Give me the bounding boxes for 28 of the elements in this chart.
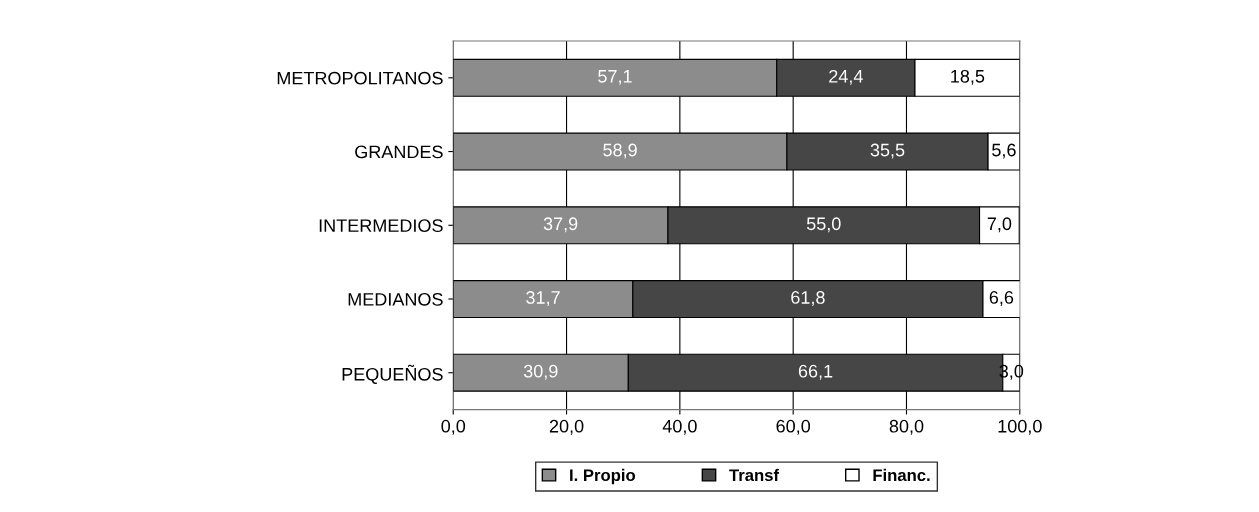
data-label: 37,9 — [543, 217, 578, 233]
y-tick-label: PEQUEÑOS — [342, 364, 443, 384]
x-tick-label: 20,0 — [549, 419, 584, 435]
data-label: 57,1 — [598, 70, 632, 85]
data-label: 5,6 — [992, 143, 1016, 159]
data-label: 6,6 — [989, 291, 1014, 306]
data-label: 35,5 — [870, 143, 905, 159]
x-tick-label: 60,0 — [776, 419, 811, 435]
data-label: 31,7 — [526, 291, 560, 306]
data-label: 66,1 — [798, 364, 833, 380]
data-label: 55,0 — [806, 217, 841, 233]
x-tick-label: 80,0 — [889, 419, 924, 435]
data-label: 61,8 — [791, 291, 825, 306]
x-tick-label: 0,0 — [441, 419, 466, 435]
y-tick-label: INTERMEDIOS — [319, 219, 443, 232]
y-tick-label: METROPOLITANOS — [277, 71, 443, 85]
x-tick-label: 100,0 — [998, 419, 1042, 435]
legend-label: Financ. — [873, 468, 930, 482]
y-tick-label: MEDIANOS — [348, 292, 443, 306]
data-label: 58,9 — [603, 143, 637, 159]
y-tick-label: GRANDES — [355, 145, 443, 159]
data-label: 24,4 — [829, 69, 863, 85]
legend-label: I. Propio — [570, 468, 636, 485]
data-label: 30,9 — [523, 364, 558, 380]
legend-label: Transf — [729, 468, 780, 482]
data-label: 18,5 — [951, 69, 985, 85]
data-label: 7,0 — [987, 217, 1012, 233]
x-tick-label: 40,0 — [662, 419, 697, 435]
